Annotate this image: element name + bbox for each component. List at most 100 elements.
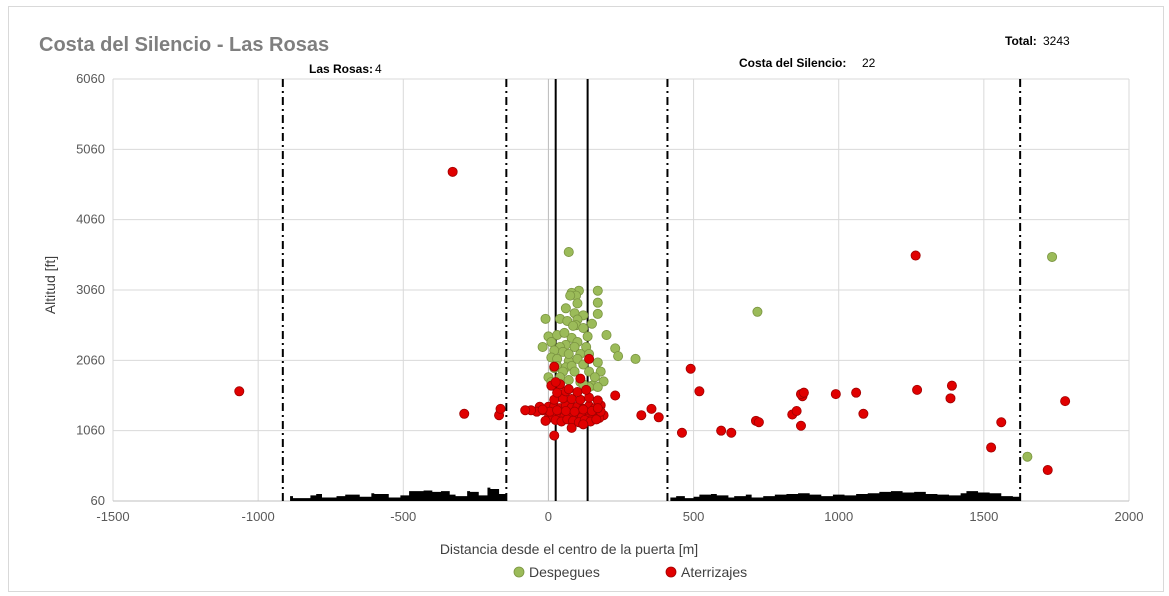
aterrizaje-point bbox=[753, 417, 764, 428]
legend-aterrizajes-marker bbox=[665, 566, 677, 578]
aterrizaje-point bbox=[234, 386, 245, 397]
terrain-left bbox=[282, 487, 507, 501]
aterrizaje-point bbox=[946, 380, 957, 391]
aterrizaje-point bbox=[912, 384, 923, 395]
y-tick-label: 2060 bbox=[76, 352, 105, 367]
chart-title: Costa del Silencio - Las Rosas bbox=[39, 34, 329, 56]
despegue-point bbox=[592, 297, 603, 308]
aterrizaje-point bbox=[520, 405, 531, 416]
aterrizaje-point bbox=[694, 386, 705, 397]
despegue-point bbox=[569, 366, 580, 377]
x-tick-label: 1500 bbox=[969, 509, 998, 524]
x-tick-label: -500 bbox=[390, 509, 416, 524]
aterrizaje-point bbox=[569, 406, 580, 417]
aterrizaje-point bbox=[572, 386, 583, 397]
total-label: Total: bbox=[1005, 34, 1037, 48]
aterrizaje-point bbox=[566, 422, 577, 433]
aterrizaje-point bbox=[578, 404, 589, 415]
left-zone-value: 4 bbox=[375, 62, 382, 76]
legend-aterrizajes-label: Aterrizajes bbox=[681, 564, 747, 580]
aterrizaje-point bbox=[495, 403, 506, 414]
reference-lines bbox=[281, 79, 1022, 501]
left-zone-label: Las Rosas: bbox=[309, 62, 373, 76]
despegue-point bbox=[586, 318, 597, 329]
aterrizaje-point bbox=[578, 419, 589, 430]
aterrizaje-point bbox=[584, 353, 595, 364]
aterrizaje-point bbox=[563, 384, 574, 395]
x-tick-label: 0 bbox=[545, 509, 552, 524]
x-axis-title: Distancia desde el centro de la puerta [… bbox=[440, 541, 698, 557]
aterrizaje-point bbox=[610, 390, 621, 401]
despegue-point bbox=[568, 320, 579, 331]
despegue-point bbox=[563, 247, 574, 258]
aterrizaje-point bbox=[1042, 465, 1053, 476]
aterrizaje-point bbox=[591, 414, 602, 425]
right-zone-label: Costa del Silencio: bbox=[739, 56, 846, 70]
despegue-point bbox=[582, 331, 593, 342]
legend-despegues-label: Despegues bbox=[529, 564, 600, 580]
aterrizaje-point bbox=[716, 425, 727, 436]
x-tick-label: 1000 bbox=[824, 509, 853, 524]
despegue-point bbox=[1022, 451, 1033, 462]
y-tick-label: 60 bbox=[91, 493, 105, 508]
scatter-chart: Costa del Silencio - Las Rosas Total: 32… bbox=[39, 34, 1143, 580]
aterrizaje-point bbox=[791, 405, 802, 416]
despegue-point bbox=[601, 330, 612, 341]
y-axis-title: Altitud [ft] bbox=[42, 256, 58, 314]
terrain-right bbox=[667, 491, 1021, 501]
aterrizaje-point bbox=[798, 387, 809, 398]
y-tick-label: 6060 bbox=[76, 71, 105, 86]
despegue-point bbox=[572, 298, 583, 309]
aterrizaje-point bbox=[830, 389, 841, 400]
aterrizaje-point bbox=[552, 405, 563, 416]
despegue-point bbox=[1047, 251, 1058, 262]
aterrizaje-point bbox=[537, 404, 548, 415]
aterrizaje-point bbox=[459, 408, 470, 419]
aterrizaje-point bbox=[592, 403, 603, 414]
x-tick-label: 2000 bbox=[1115, 509, 1144, 524]
aterrizaje-point bbox=[581, 384, 592, 395]
aterrizaje-point bbox=[685, 363, 696, 374]
y-tick-label: 4060 bbox=[76, 212, 105, 227]
tick-labels: 60 1060 2060 3060 4060 5060 6060 -1500 -1000 -500… bbox=[76, 71, 1143, 524]
grid-lines bbox=[112, 78, 1130, 502]
despegue-point bbox=[578, 322, 589, 333]
aterrizaje-point bbox=[560, 405, 571, 416]
y-tick-label: 5060 bbox=[76, 141, 105, 156]
despegue-point bbox=[540, 313, 551, 324]
despegue-point bbox=[589, 372, 600, 383]
aterrizaje-point bbox=[1060, 396, 1071, 407]
chart-frame: Costa del Silencio - Las Rosas Total: 32… bbox=[8, 6, 1164, 592]
aterrizaje-point bbox=[795, 420, 806, 431]
despegue-point bbox=[752, 306, 763, 317]
x-tick-label: 500 bbox=[683, 509, 705, 524]
aterrizaje-point bbox=[910, 250, 921, 261]
legend-despegues-marker bbox=[513, 566, 525, 578]
aterrizaje-point bbox=[858, 408, 869, 419]
aterrizaje-point bbox=[540, 415, 551, 426]
despegue-point bbox=[630, 353, 641, 364]
y-tick-label: 3060 bbox=[76, 282, 105, 297]
despegue-point bbox=[563, 375, 574, 386]
data-points bbox=[234, 166, 1071, 476]
aterrizaje-point bbox=[726, 427, 737, 438]
aterrizaje-point bbox=[986, 442, 997, 453]
despegue-point bbox=[560, 303, 571, 314]
despegue-point bbox=[537, 341, 548, 352]
despegue-point bbox=[592, 382, 603, 393]
aterrizaje-point bbox=[447, 166, 458, 177]
aterrizaje-point bbox=[996, 417, 1007, 428]
total-value: 3243 bbox=[1043, 34, 1070, 48]
aterrizaje-point bbox=[945, 393, 956, 404]
aterrizaje-point bbox=[549, 430, 560, 441]
despegue-point bbox=[565, 290, 576, 301]
y-tick-label: 1060 bbox=[76, 423, 105, 438]
aterrizaje-point bbox=[550, 377, 561, 388]
aterrizaje-point bbox=[676, 427, 687, 438]
aterrizaje-point bbox=[851, 387, 862, 398]
aterrizaje-point bbox=[575, 373, 586, 384]
despegue-point bbox=[563, 349, 574, 360]
despegue-point bbox=[546, 337, 557, 348]
despegue-point bbox=[592, 308, 603, 319]
despegue-point bbox=[592, 357, 603, 368]
